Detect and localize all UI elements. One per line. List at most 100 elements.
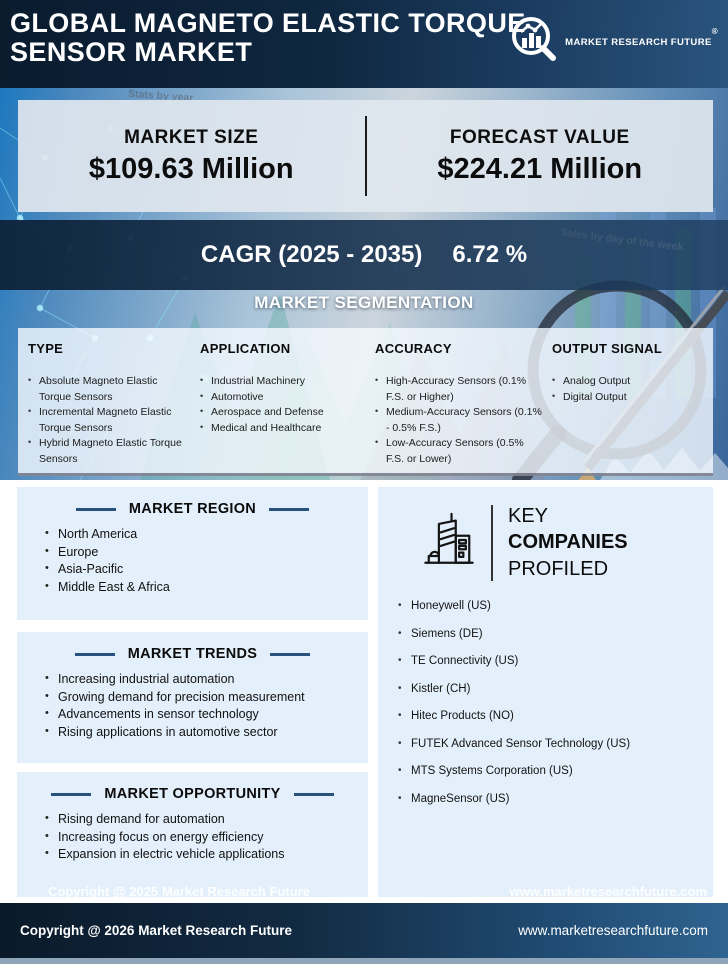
market-region-title-row: MARKET REGION (17, 501, 368, 517)
segment-column-type: TYPE Absolute Magneto Elastic Torque Sen… (28, 341, 200, 473)
segment-column-application: APPLICATION Industrial MachineryAutomoti… (200, 341, 375, 473)
region-item: Middle East & Africa (45, 580, 368, 596)
page-title-line1: GLOBAL MAGNETO ELASTIC TORQUE (10, 8, 526, 38)
segment-item: Automotive (200, 390, 365, 406)
key-companies-title-line1: KEY (508, 505, 549, 527)
brand-logo: MARKET RESEARCH FUTURE® (510, 15, 718, 68)
market-size-value: $109.63 Million (88, 152, 294, 185)
market-opportunity-title: MARKET OPPORTUNITY (104, 786, 281, 802)
key-companies-list: Honeywell (US) Siemens (DE) TE Connectivit… (398, 600, 713, 805)
market-trends-title-row: MARKET TRENDS (17, 646, 368, 662)
market-size-block: MARKET SIZE $109.63 Million (18, 127, 365, 186)
key-companies-header: KEY COMPANIES PROFILED (378, 487, 713, 582)
segment-list: Industrial MachineryAutomotiveAerospace … (200, 374, 365, 436)
market-trends-title: MARKET TRENDS (127, 646, 258, 662)
opportunity-item: Rising demand for automation (45, 812, 368, 828)
vertical-divider (491, 504, 493, 581)
segmentation-title: MARKET SEGMENTATION (254, 293, 474, 312)
segment-column-accuracy: ACCURACY High-Accuracy Sensors (0.1% F.S… (375, 341, 552, 473)
title-dash (270, 652, 311, 656)
watermark-copyright: Copyright @ 2025 Market Research Future (48, 884, 310, 899)
segment-item: Digital Output (552, 390, 693, 406)
trend-item: Advancements in sensor technology (45, 707, 368, 723)
segment-item: Medical and Healthcare (200, 421, 365, 437)
segment-list: Absolute Magneto Elastic Torque SensorsI… (28, 374, 190, 467)
segment-heading: APPLICATION (200, 341, 291, 356)
registered-mark: ® (711, 27, 718, 37)
brand-name: MARKET RESEARCH FUTURE® (565, 27, 718, 49)
hero-band: Stats by year Sales by day of the week M… (0, 88, 728, 480)
title-dash (74, 652, 115, 656)
market-region-list: North America EuropeAsia-Pacific Middle Ea… (45, 527, 368, 596)
segment-item: Low-Accuracy Sensors (0.5% F.S. or Lower… (375, 436, 542, 467)
segment-item: Analog Output (552, 374, 693, 390)
segment-item: Medium-Accuracy Sensors (0.1% - 0.5% F.S… (375, 405, 542, 436)
company-item: Kistler (CH) (398, 683, 713, 695)
title-dash (51, 792, 92, 796)
trend-item: Growing demand for precision measurement (45, 690, 368, 706)
footer-website-link[interactable]: www.marketresearchfuture.com (518, 923, 708, 938)
company-item: MagneSensor (US) (398, 793, 713, 805)
key-companies-title-line3: PROFILED (508, 557, 609, 580)
region-item: North America (45, 527, 368, 543)
title-dash (293, 792, 334, 796)
cagr-value: 6.72 % (452, 241, 528, 268)
company-item: MTS Systems Corporation (US) (398, 765, 713, 777)
watermark-website: www.marketresearchfuture.com (509, 884, 707, 899)
key-companies-title: KEY COMPANIES PROFILED (508, 503, 628, 582)
market-region-box: MARKET REGION North America EuropeAsia-Pa… (17, 487, 368, 620)
segment-item: High-Accuracy Sensors (0.1% F.S. or High… (375, 374, 542, 405)
market-trends-box: MARKET TRENDS Increasing industrial auto… (17, 632, 368, 763)
market-size-label: MARKET SIZE (124, 126, 259, 148)
market-opportunity-box: MARKET OPPORTUNITY Rising demand for aut… (17, 772, 368, 897)
magnifier-chart-logo-icon (510, 15, 558, 68)
segment-heading: TYPE (28, 341, 64, 356)
trend-item: Rising applications in automotive sector (45, 725, 368, 741)
stats-panel: MARKET SIZE $109.63 Million FORECAST VAL… (18, 100, 713, 212)
company-item: Siemens (DE) (398, 628, 713, 640)
company-item: Hitec Products (NO) (398, 710, 713, 722)
company-item: Honeywell (US) (398, 600, 713, 612)
segment-item: Incremental Magneto Elastic Torque Senso… (28, 405, 190, 436)
forecast-value-value: $224.21 Million (437, 152, 643, 185)
forecast-value-block: FORECAST VALUE $224.21 Million (367, 127, 714, 186)
stats-divider (364, 116, 367, 196)
cagr-label: CAGR (2025 - 2035) (200, 241, 423, 268)
opportunity-item: Increasing focus on energy efficiency (45, 830, 368, 846)
segment-item: Aerospace and Defense (200, 405, 365, 421)
company-item: TE Connectivity (US) (398, 655, 713, 667)
segmentation-panel: TYPE Absolute Magneto Elastic Torque Sen… (18, 328, 713, 476)
segment-item: Absolute Magneto Elastic Torque Sensors (28, 374, 190, 405)
segment-list: High-Accuracy Sensors (0.1% F.S. or High… (375, 374, 542, 467)
title-dash (75, 507, 116, 511)
region-item: Asia-Pacific (45, 562, 368, 578)
segment-list: Analog OutputDigital Output (552, 374, 693, 405)
company-item: FUTEK Advanced Sensor Technology (US) (398, 738, 713, 750)
market-opportunity-title-row: MARKET OPPORTUNITY (17, 786, 368, 802)
title-dash (269, 507, 310, 511)
forecast-value-label: FORECAST VALUE (449, 126, 630, 148)
content-area: MARKET REGION North America EuropeAsia-Pa… (0, 480, 728, 903)
segment-item: Hybrid Magneto Elastic Torque Sensors (28, 436, 190, 467)
footer-bar: Copyright @ 2026 Market Research Future … (0, 903, 728, 958)
segment-heading: ACCURACY (375, 341, 452, 356)
trend-item: Increasing industrial automation (45, 672, 368, 688)
cagr-band: CAGR (2025 - 2035) 6.72 % (0, 220, 728, 290)
market-opportunity-list: Rising demand for automation Increasing f… (45, 812, 368, 863)
footer-copyright: Copyright @ 2026 Market Research Future (20, 923, 292, 938)
building-icon (422, 510, 476, 575)
bottom-edge-strip (0, 958, 728, 964)
segment-item: Industrial Machinery (200, 374, 365, 390)
key-companies-box: KEY COMPANIES PROFILED Honeywell (US) Sie… (378, 487, 713, 897)
market-trends-list: Increasing industrial automation Growing … (45, 672, 368, 741)
opportunity-item: Expansion in electric vehicle applicatio… (45, 847, 368, 863)
key-companies-title-line2: COMPANIES (508, 531, 628, 554)
segment-column-output-signal: OUTPUT SIGNAL Analog OutputDigital Outpu… (552, 341, 703, 473)
market-region-title: MARKET REGION (128, 501, 257, 517)
page-title: GLOBAL MAGNETO ELASTIC TORQUE SENSOR MAR… (10, 8, 526, 68)
page-title-line2: SENSOR MARKET (10, 37, 253, 68)
segment-heading: OUTPUT SIGNAL (552, 341, 663, 356)
header: GLOBAL MAGNETO ELASTIC TORQUE SENSOR MAR… (0, 0, 728, 88)
region-item: Europe (45, 545, 368, 561)
